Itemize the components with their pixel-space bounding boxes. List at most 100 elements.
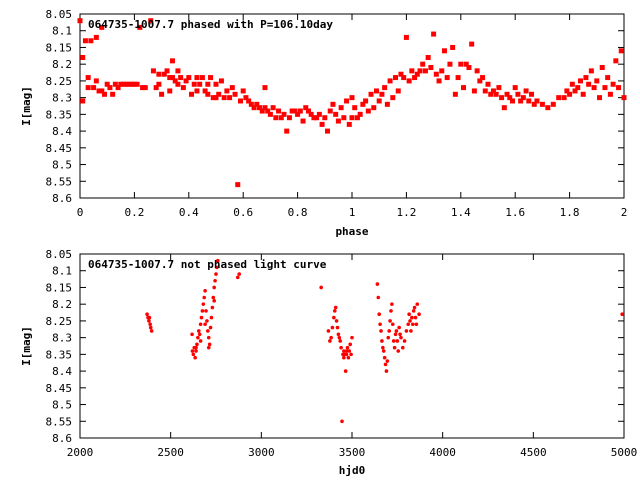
phased-data-point [534, 98, 540, 104]
phased-data-point [227, 95, 233, 101]
unphased-chart-title: 064735-1007.7 not phased light curve [88, 258, 327, 271]
unphased-data-point [379, 329, 383, 333]
phased-data-point [403, 34, 409, 40]
unphased-data-point [195, 342, 199, 347]
phased-data-point [463, 61, 469, 67]
phased-data-point [363, 98, 369, 104]
phased-data-point [240, 88, 246, 94]
phased-data-point [428, 65, 434, 71]
phased-data-point [621, 95, 627, 101]
phased-data-point [189, 91, 195, 97]
phased-data-point [251, 105, 257, 111]
unphased-data-point [194, 349, 198, 353]
phased-data-point [507, 95, 513, 101]
unphased-data-point [336, 332, 341, 337]
phased-data-point [123, 81, 129, 87]
unphased-data-point [206, 329, 210, 333]
phased-data-point [197, 81, 203, 87]
unphased-data-point [147, 319, 151, 323]
unphased-data-point [235, 275, 240, 280]
unphased-chart: 8.05 8.1 8.15 8.2 8.25 8.3 8.35 8.4 8.45 8.5 8.55 8… [20, 248, 637, 477]
unphased-data-point [208, 325, 213, 330]
phased-data-point [80, 54, 86, 60]
phased-ytick-label: 8.2 [52, 58, 72, 71]
unphased-data-point [340, 419, 344, 424]
phased-data-point [379, 91, 385, 97]
phased-ytick-label: 8.1 [52, 25, 72, 38]
phased-data-point [376, 98, 382, 104]
phased-data-point [349, 115, 355, 121]
unphased-ytick-label: 8.4 [52, 365, 72, 378]
unphased-data-point [389, 309, 393, 313]
unphased-ytick-label: 8.6 [52, 432, 72, 445]
phased-data-point [213, 95, 219, 101]
phased-data-point [82, 38, 88, 44]
phased-data-point [210, 95, 216, 101]
phased-data-point [406, 78, 412, 84]
phased-ytick-label: 8.15 [46, 41, 73, 54]
unphased-data-point [375, 282, 380, 286]
unphased-data-point [205, 319, 209, 323]
phased-data-point [384, 101, 390, 107]
phased-data-point [393, 75, 399, 81]
unphased-data-point [193, 355, 197, 360]
phased-data-point [447, 61, 453, 67]
phased-data-point [398, 71, 404, 77]
unphased-data-point [392, 345, 397, 350]
unphased-ytick-label: 8.55 [46, 415, 73, 428]
unphased-x-axis: 2000 2500 3000 3500 4000 4500 5000 [67, 254, 637, 459]
phased-data-point [107, 85, 113, 91]
unphased-data-point [190, 332, 194, 337]
unphased-data-point [212, 299, 216, 303]
phased-data-point [235, 182, 241, 188]
unphased-data-point [203, 289, 207, 293]
phased-data-point [425, 54, 431, 60]
phased-data-point [499, 95, 505, 101]
phased-data-point [613, 58, 619, 64]
unphased-data-point [326, 329, 331, 333]
phased-data-point [126, 81, 132, 87]
phased-data-point [80, 98, 86, 104]
unphased-data-point [391, 322, 395, 327]
phased-x-axis-label: phase [335, 225, 368, 238]
phased-data-point [270, 105, 276, 111]
unphased-data-point [620, 312, 624, 317]
phased-data-point [169, 75, 175, 81]
phased-data-point [311, 115, 317, 121]
phased-data-point [333, 111, 339, 117]
unphased-data-point [397, 325, 401, 330]
phased-data-point [471, 88, 477, 94]
unphased-data-point [191, 352, 196, 357]
phased-xtick-label: 1.2 [396, 206, 416, 219]
phased-data-point [205, 81, 211, 87]
unphased-data-point [349, 352, 353, 357]
phased-data-point [191, 81, 197, 87]
unphased-data-point [329, 335, 333, 340]
unphased-data-point [391, 339, 396, 343]
phased-y-axis-label: I[mag] [20, 86, 33, 126]
phased-xtick-label: 0 [77, 206, 84, 219]
unphased-data-point [413, 315, 418, 320]
unphased-plot-frame [79, 253, 625, 439]
unphased-xtick-label: 4500 [520, 446, 547, 459]
unphased-data-point [196, 335, 200, 340]
phased-data-point [131, 81, 137, 87]
unphased-data-point [381, 345, 385, 350]
phased-data-point [550, 101, 556, 107]
phased-chart-title: 064735-1007.7 phased with P=106.10day [88, 18, 333, 31]
phased-data-point [567, 91, 573, 97]
unphased-data-point [342, 349, 346, 353]
unphased-data-point [408, 319, 412, 323]
unphased-data-point [411, 309, 416, 313]
phased-data-point [284, 128, 290, 134]
phased-xtick-label: 0.4 [179, 206, 199, 219]
unphased-data-point [350, 335, 354, 340]
unphased-data-point [390, 302, 394, 306]
phased-data-point [169, 58, 175, 64]
phased-data-point [597, 95, 603, 101]
phased-data-point [439, 68, 445, 74]
unphased-data-point [410, 322, 415, 327]
phased-data-point [96, 88, 102, 94]
phased-data-point [88, 38, 94, 44]
